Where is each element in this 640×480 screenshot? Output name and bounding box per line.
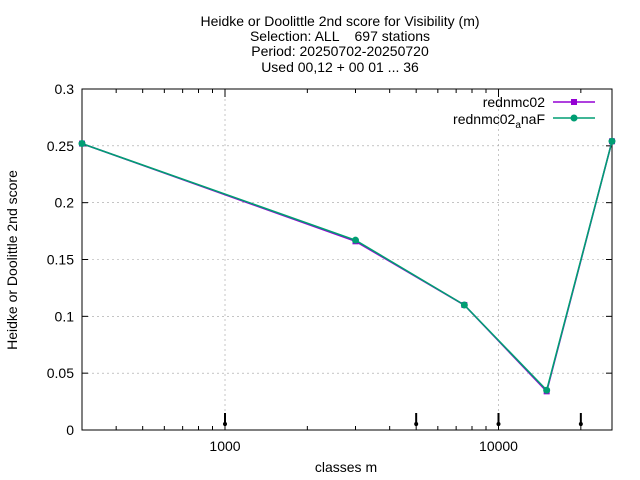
series-2-point bbox=[460, 301, 468, 309]
y-tick-label: 0.1 bbox=[55, 308, 75, 324]
series-2-point bbox=[608, 137, 616, 145]
series-2-point bbox=[351, 236, 359, 244]
legend-marker-series-1 bbox=[571, 99, 577, 105]
legend-label-series-1: rednmc02 bbox=[483, 94, 545, 110]
y-tick-label: 0.05 bbox=[47, 365, 74, 381]
series-line-1 bbox=[81, 141, 613, 393]
y-tick-label: 0.2 bbox=[55, 195, 75, 211]
y-axis-label: Heidke or Doolittle 2nd score bbox=[4, 170, 20, 350]
grid bbox=[82, 89, 612, 430]
y-tick-label: 0 bbox=[66, 422, 74, 438]
chart-title: Heidke or Doolittle 2nd score for Visibi… bbox=[200, 13, 479, 75]
legend: rednmc02 rednmc02anaF bbox=[453, 94, 595, 131]
y-tick-label: 0.3 bbox=[55, 81, 75, 97]
threshold-marker-dot bbox=[414, 422, 419, 426]
threshold-marker-dot bbox=[223, 422, 228, 426]
threshold-marker-dot bbox=[496, 422, 501, 426]
title-line-4: Used 00,12 + 00 01 ... 36 bbox=[261, 59, 419, 75]
legend-label-series-2-sub: a bbox=[515, 120, 521, 131]
series-2-point bbox=[543, 386, 551, 394]
legend-marker-series-2 bbox=[570, 114, 578, 122]
title-line-3: Period: 20250702-20250720 bbox=[251, 43, 429, 59]
y-tick-label: 0.15 bbox=[47, 252, 74, 268]
title-line-2: Selection: ALL 697 stations bbox=[250, 28, 430, 44]
legend-label-series-2-tail: naF bbox=[521, 111, 545, 127]
y-tick-label: 0.25 bbox=[47, 138, 74, 154]
series-line-2 bbox=[81, 141, 613, 392]
legend-label-series-2: rednmc02anaF bbox=[453, 111, 545, 131]
ticks: 0 0.05 0.1 0.15 0.2 0.25 0.3 1000 10000 bbox=[47, 81, 612, 454]
x-tick-label: 10000 bbox=[479, 438, 518, 454]
threshold-marker-dot bbox=[578, 422, 583, 426]
series-marks bbox=[78, 137, 616, 426]
series-2-point bbox=[78, 140, 86, 148]
title-line-1: Heidke or Doolittle 2nd score for Visibi… bbox=[200, 13, 479, 29]
legend-label-series-2-main: rednmc02 bbox=[453, 111, 515, 127]
x-axis-label: classes m bbox=[315, 459, 377, 475]
x-tick-label: 1000 bbox=[209, 438, 240, 454]
